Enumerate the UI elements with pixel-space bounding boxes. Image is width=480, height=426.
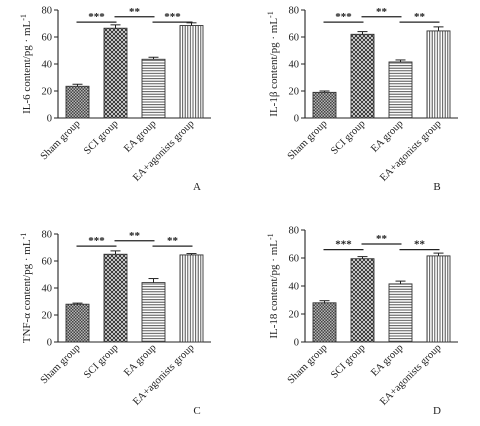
panel-letter: D — [433, 405, 441, 417]
x-tick-label: EA group — [122, 118, 158, 154]
x-tick-label: Sham group — [39, 342, 83, 386]
y-tick-label: 60 — [289, 33, 300, 44]
x-tick-label: Sham group — [286, 118, 330, 162]
significance-label: ** — [414, 11, 426, 23]
bar — [141, 282, 166, 343]
significance-label: *** — [335, 239, 352, 251]
significance-label: ** — [129, 6, 141, 18]
y-tick-label: 60 — [42, 33, 53, 44]
panel-letter: C — [193, 405, 200, 417]
bar — [103, 253, 128, 343]
y-tick-label: 20 — [289, 87, 300, 98]
y-tick-label: 40 — [42, 60, 53, 71]
y-axis-label: TNF-α content/pg · mL-1 — [19, 233, 33, 344]
y-tick-label: 0 — [294, 114, 299, 125]
significance-label: ** — [129, 230, 141, 242]
y-tick-label: 40 — [42, 284, 53, 295]
bar — [65, 303, 90, 343]
significance-label: *** — [335, 11, 352, 23]
panel-d: 0 20 40 60 80 IL-18 content/pg · mL-1 Sham gro… — [266, 226, 458, 417]
significance-label: ** — [376, 6, 388, 18]
bar — [388, 283, 413, 343]
panel-c: 0 20 40 60 80 TNF-α content/pg · mL-1 Sham gro… — [19, 230, 211, 417]
x-tick-label: Sham group — [39, 118, 83, 162]
panel-letter: B — [433, 181, 440, 193]
bar — [350, 33, 375, 119]
bar — [103, 27, 128, 119]
bar — [141, 58, 166, 119]
y-tick-label: 60 — [289, 254, 300, 265]
y-tick-label: 80 — [42, 6, 53, 17]
x-tick-label: SCI group — [329, 118, 368, 157]
significance-label: *** — [88, 235, 105, 247]
y-tick-label: 0 — [47, 114, 52, 125]
y-tick-label: 0 — [294, 338, 299, 349]
significance-label: *** — [88, 11, 105, 23]
y-tick-label: 40 — [289, 282, 300, 293]
significance-label: ** — [167, 235, 179, 247]
x-tick-label: EA group — [369, 118, 405, 154]
bar — [312, 91, 337, 119]
x-tick-label: SCI group — [82, 118, 121, 157]
panel-letter: A — [193, 181, 201, 193]
y-tick-label: 20 — [42, 311, 53, 322]
x-tick-label: EA group — [369, 342, 405, 378]
panel-b: 0 20 40 60 80 IL-1β content/pg · mL-1 Sham gro… — [266, 6, 458, 193]
x-tick-label: Sham group — [286, 342, 330, 386]
bar — [65, 85, 90, 119]
y-tick-label: 40 — [289, 60, 300, 71]
bar — [350, 258, 375, 343]
bar — [312, 302, 337, 343]
x-tick-label: SCI group — [329, 342, 368, 381]
panel-a: 0 20 40 60 80 IL-6 content/pg · mL-1 Sham grou… — [19, 6, 211, 193]
y-axis-label: IL-18 content/pg · mL-1 — [266, 233, 280, 338]
bar — [426, 30, 451, 119]
y-tick-label: 20 — [289, 310, 300, 321]
x-tick-label: SCI group — [82, 342, 121, 381]
significance-label: ** — [376, 233, 388, 245]
y-tick-label: 20 — [42, 87, 53, 98]
bar — [179, 25, 204, 119]
y-tick-label: 80 — [289, 6, 300, 17]
significance-label: *** — [164, 11, 181, 23]
y-axis-label: IL-1β content/pg · mL-1 — [266, 11, 280, 116]
y-tick-label: 80 — [289, 226, 300, 237]
y-axis-label: IL-6 content/pg · mL-1 — [19, 14, 33, 114]
x-tick-label: EA group — [122, 342, 158, 378]
significance-label: ** — [414, 239, 426, 251]
y-tick-label: 80 — [42, 230, 53, 241]
bar — [179, 254, 204, 343]
y-tick-label: 0 — [47, 338, 52, 349]
bar — [388, 61, 413, 119]
bar — [426, 255, 451, 343]
y-tick-label: 60 — [42, 257, 53, 268]
